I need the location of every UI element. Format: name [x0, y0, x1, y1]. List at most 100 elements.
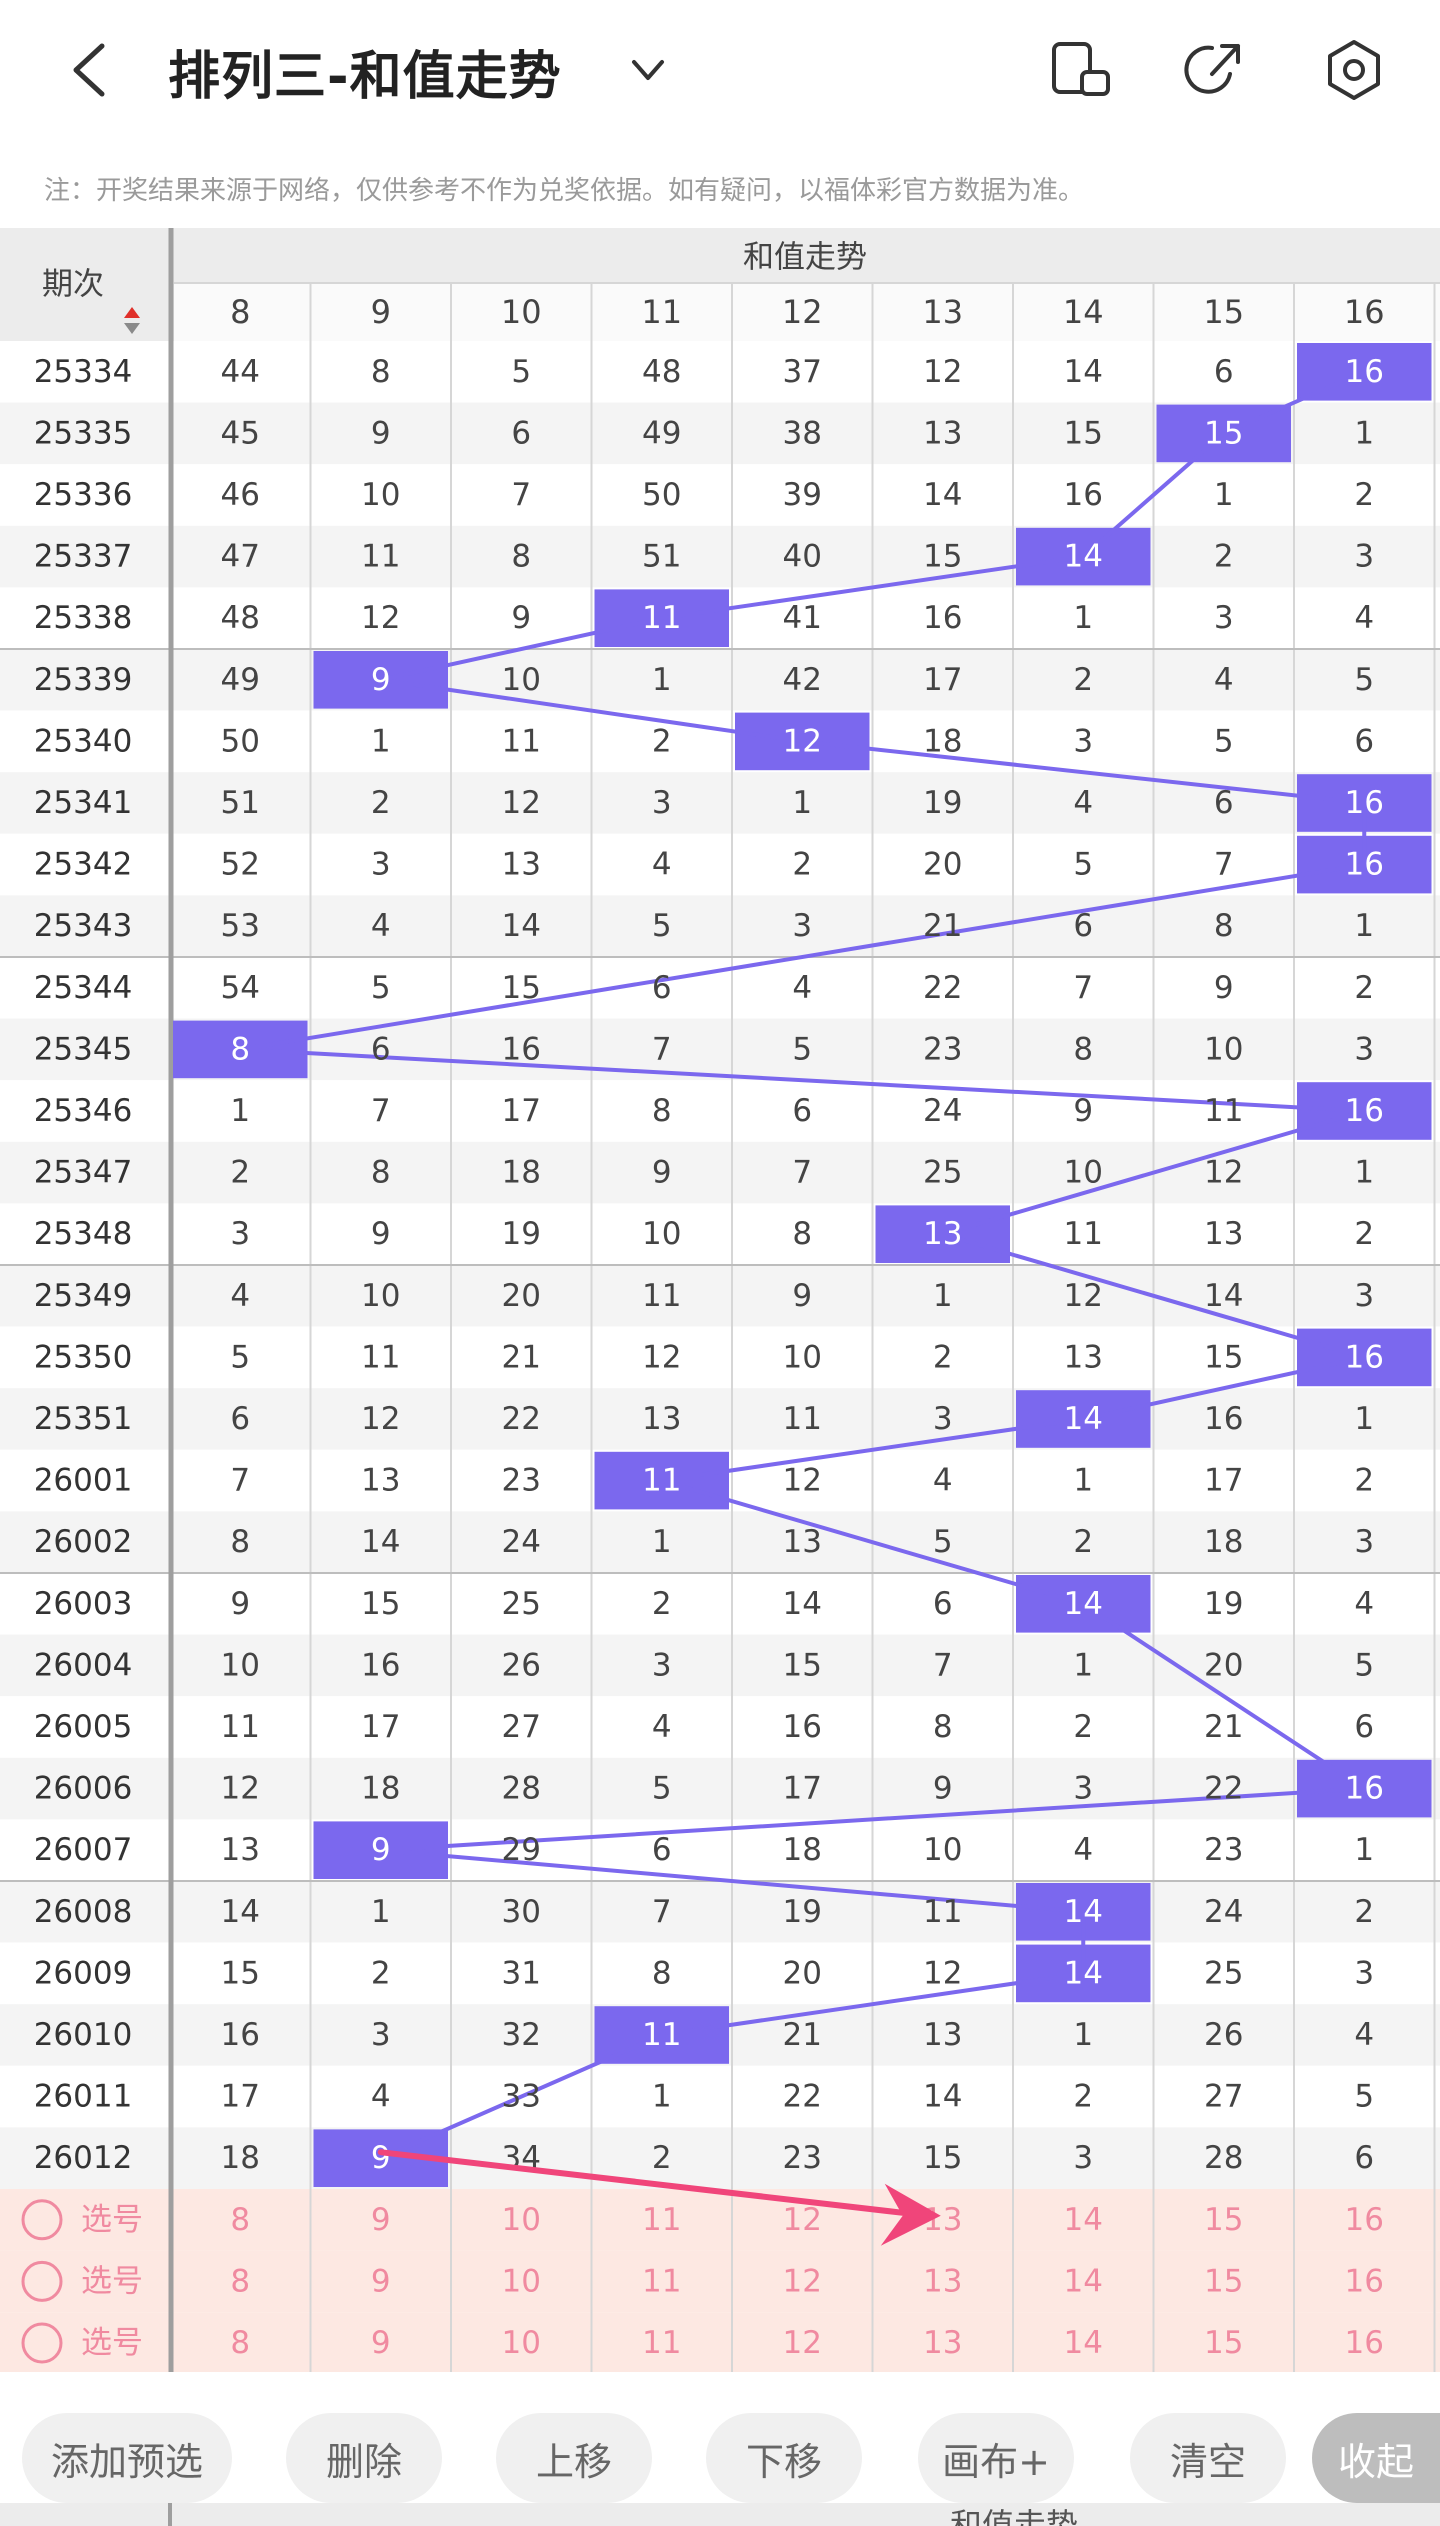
- collapse-button[interactable]: 收起: [1312, 2413, 1440, 2503]
- row-background: [0, 1634, 1440, 1697]
- select-row-label: 选号: [81, 2263, 143, 2299]
- omission-value: 13: [361, 1463, 400, 1499]
- omission-value: 12: [361, 1401, 400, 1437]
- omission-value: 11: [361, 1339, 400, 1375]
- omission-value: 5: [1073, 847, 1093, 883]
- clear-button[interactable]: 清空: [1130, 2413, 1286, 2503]
- omission-value: 49: [642, 415, 681, 451]
- hit-value: 15: [1204, 415, 1243, 451]
- select-number: 10: [502, 2263, 541, 2299]
- omission-value: 2: [1073, 1709, 1093, 1745]
- omission-value: 6: [1354, 2140, 1374, 2176]
- select-number: 16: [1345, 2325, 1384, 2361]
- hit-value: 13: [923, 1216, 962, 1252]
- omission-value: 19: [502, 1216, 541, 1252]
- omission-value: 15: [923, 2140, 962, 2176]
- row-background: [0, 464, 1440, 526]
- period-label: 26011: [34, 2079, 133, 2115]
- select-number: 13: [923, 2325, 962, 2361]
- omission-value: 3: [1354, 539, 1374, 575]
- add-preselect-button[interactable]: 添加预选: [22, 2413, 232, 2503]
- hit-value: 16: [1345, 847, 1384, 883]
- omission-value: 14: [783, 1586, 822, 1622]
- omission-value: 23: [502, 1463, 541, 1499]
- omission-value: 12: [642, 1339, 681, 1375]
- next-table-header-strip: 和值走势: [0, 2503, 1440, 2526]
- period-label: 25341: [34, 785, 133, 821]
- omission-value: 4: [1354, 600, 1374, 636]
- chevron-down-icon[interactable]: [628, 52, 668, 88]
- sort-down-icon[interactable]: [124, 323, 140, 334]
- select-number: 15: [1204, 2325, 1243, 2361]
- back-chevron-icon[interactable]: [62, 40, 122, 100]
- omission-value: 7: [371, 1093, 391, 1129]
- omission-value: 10: [361, 477, 400, 513]
- omission-value: 12: [783, 1463, 822, 1499]
- omission-value: 4: [230, 1278, 250, 1314]
- omission-value: 15: [1064, 415, 1103, 451]
- row-background: [0, 1326, 1440, 1389]
- select-radio-icon[interactable]: [21, 2260, 63, 2302]
- omission-value: 2: [933, 1339, 953, 1375]
- omission-value: 17: [221, 2079, 260, 2115]
- omission-value: 3: [371, 2017, 391, 2053]
- period-label: 25349: [34, 1278, 133, 1314]
- sort-up-icon[interactable]: [124, 307, 140, 318]
- period-label: 25344: [34, 970, 133, 1006]
- column-header-16: 16: [1344, 293, 1385, 331]
- delete-button[interactable]: 删除: [286, 2413, 442, 2503]
- annotation-arrow-shaft: [377, 2149, 906, 2216]
- share-export-icon[interactable]: [1182, 38, 1246, 102]
- row-background: [0, 1265, 1440, 1327]
- omission-value: 8: [933, 1709, 953, 1745]
- settings-gear-icon[interactable]: [1322, 38, 1386, 102]
- omission-value: 22: [1204, 1771, 1243, 1807]
- omission-value: 9: [1073, 1093, 1093, 1129]
- omission-value: 2: [1354, 1463, 1374, 1499]
- omission-value: 9: [652, 1155, 672, 1191]
- select-number: 8: [230, 2263, 250, 2299]
- omission-value: 7: [933, 1647, 953, 1683]
- omission-value: 42: [783, 662, 822, 698]
- omission-value: 14: [221, 1894, 260, 1930]
- omission-value: 18: [361, 1771, 400, 1807]
- omission-value: 8: [652, 1093, 672, 1129]
- omission-value: 29: [502, 1832, 541, 1868]
- period-label: 25335: [34, 415, 133, 451]
- omission-value: 16: [783, 1709, 822, 1745]
- omission-value: 13: [923, 415, 962, 451]
- period-label: 26012: [34, 2140, 133, 2176]
- omission-value: 4: [1354, 2017, 1374, 2053]
- move-up-button[interactable]: 上移: [496, 2413, 652, 2503]
- omission-value: 12: [1064, 1278, 1103, 1314]
- period-label: 25338: [34, 600, 133, 636]
- canvas-plus-button[interactable]: 画布+: [918, 2413, 1074, 2503]
- omission-value: 18: [923, 723, 962, 759]
- omission-value: 17: [502, 1093, 541, 1129]
- column-header-row-bg: [174, 283, 1440, 341]
- group-header: 和值走势: [743, 240, 867, 276]
- omission-value: 5: [652, 908, 672, 944]
- omission-value: 3: [933, 1401, 953, 1437]
- hit-value: 16: [1345, 354, 1384, 390]
- omission-value: 26: [502, 1647, 541, 1683]
- select-number: 14: [1064, 2202, 1103, 2238]
- move-down-button[interactable]: 下移: [706, 2413, 862, 2503]
- omission-value: 39: [783, 477, 822, 513]
- page-title[interactable]: 排列三-和值走势: [168, 47, 562, 107]
- omission-value: 3: [1073, 1771, 1093, 1807]
- row-background: [0, 1573, 1440, 1635]
- column-header-12: 12: [782, 293, 823, 331]
- next-table-group-header: 和值走势: [950, 2506, 1079, 2526]
- select-radio-icon[interactable]: [21, 2199, 63, 2241]
- select-radio-icon[interactable]: [21, 2322, 63, 2364]
- rotate-phone-icon[interactable]: [1048, 38, 1112, 102]
- omission-value: 28: [1204, 2140, 1243, 2176]
- row-background: [0, 1511, 1440, 1573]
- omission-value: 7: [511, 477, 531, 513]
- omission-value: 3: [792, 908, 812, 944]
- omission-value: 2: [792, 847, 812, 883]
- omission-value: 11: [783, 1401, 822, 1437]
- omission-value: 11: [1064, 1216, 1103, 1252]
